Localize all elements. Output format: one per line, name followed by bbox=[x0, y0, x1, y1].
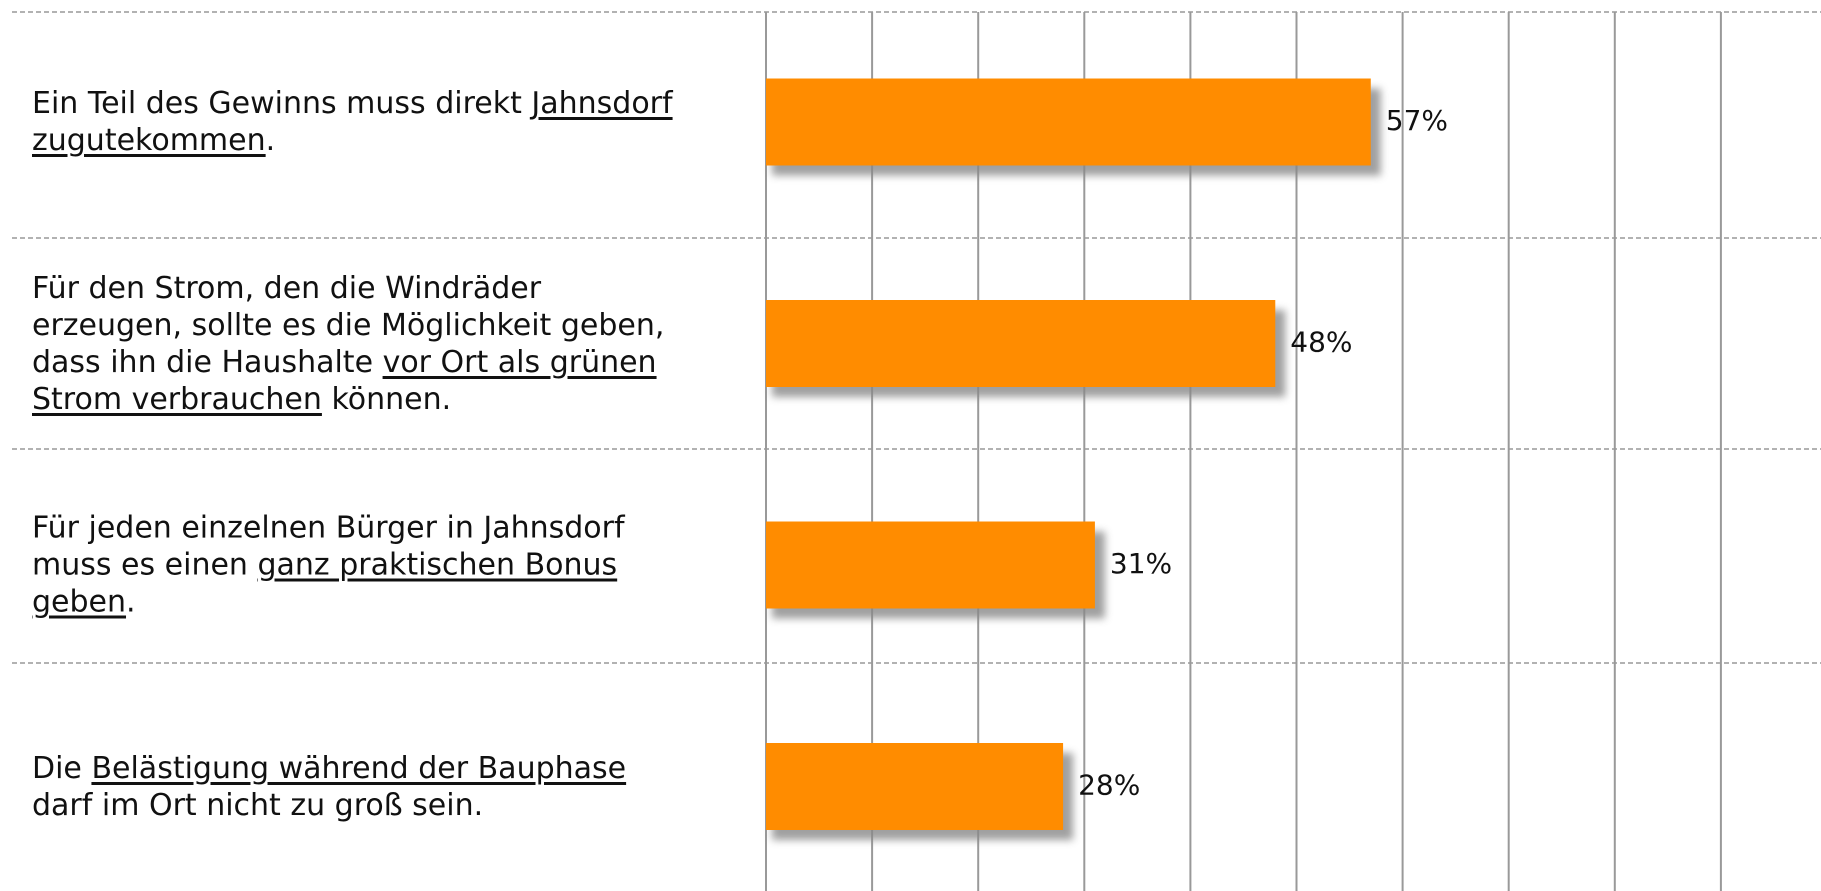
category-text: können. bbox=[321, 381, 452, 417]
category-text: ganz praktischen Bonus geben bbox=[32, 547, 618, 620]
category-text: Belästigung während der Bauphase bbox=[91, 750, 627, 786]
category-label: Die Belästigung während der Bauphase dar… bbox=[32, 750, 692, 824]
value-label: 48% bbox=[1290, 326, 1352, 359]
category-text: . bbox=[265, 123, 276, 158]
bar bbox=[766, 300, 1276, 387]
category-text: Für jeden einzelnen Bürger in Jahnsdorf … bbox=[32, 510, 625, 583]
bar bbox=[766, 743, 1064, 830]
value-label: 57% bbox=[1386, 104, 1448, 137]
category-label: Für den Strom, den die Windräder erzeuge… bbox=[32, 270, 692, 418]
category-text: vor Ort als grünen Strom verbrauchen bbox=[32, 344, 657, 417]
category-text: Für den Strom, den die Windräder erzeuge… bbox=[32, 270, 665, 380]
row-separators bbox=[12, 11, 1821, 664]
value-label: 31% bbox=[1110, 547, 1172, 580]
bar bbox=[766, 78, 1371, 166]
bar bbox=[766, 521, 1095, 609]
value-label: 28% bbox=[1078, 769, 1140, 802]
category-text: Ein Teil des Gewinns muss direkt bbox=[32, 86, 532, 121]
category-text: . bbox=[126, 584, 136, 620]
category-label: Für jeden einzelnen Bürger in Jahnsdorf … bbox=[32, 510, 692, 621]
category-text: Die bbox=[32, 750, 92, 786]
category-text: darf im Ort nicht zu groß sein. bbox=[32, 787, 484, 823]
category-text: Jahnsdorf zugutekommen bbox=[32, 86, 673, 158]
category-label: Ein Teil des Gewinns muss direkt Jahnsdo… bbox=[32, 85, 692, 159]
